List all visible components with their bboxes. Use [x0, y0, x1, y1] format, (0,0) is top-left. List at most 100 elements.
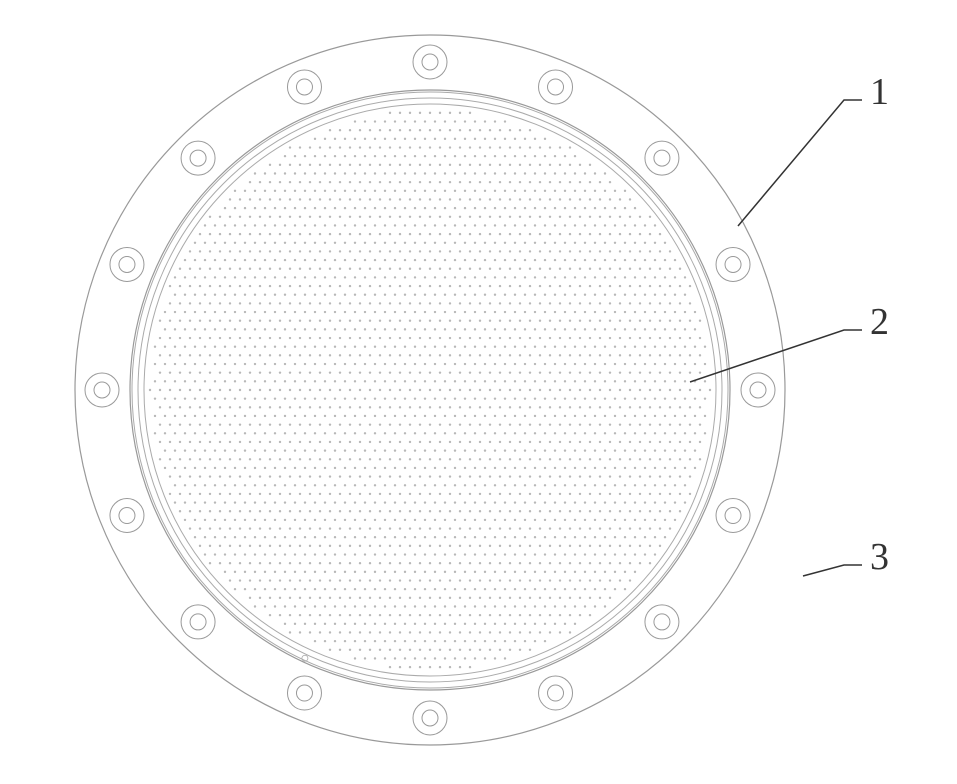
perforation-dot — [194, 519, 196, 521]
perforation-dot — [534, 588, 536, 590]
perforation-dot — [629, 527, 631, 529]
perforation-dot — [589, 320, 591, 322]
perforation-dot — [669, 389, 671, 391]
perforation-dot — [254, 571, 256, 573]
perforation-dot — [369, 545, 371, 547]
perforation-dot — [679, 371, 681, 373]
perforation-dot — [699, 354, 701, 356]
perforation-dot — [529, 406, 531, 408]
perforation-dot — [564, 588, 566, 590]
perforation-dot — [479, 164, 481, 166]
perforation-dot — [389, 337, 391, 339]
perforation-dot — [444, 432, 446, 434]
perforation-dot — [689, 389, 691, 391]
perforation-dot — [289, 475, 291, 477]
perforation-dot — [624, 397, 626, 399]
perforation-dot — [589, 250, 591, 252]
perforation-dot — [424, 224, 426, 226]
perforation-dot — [379, 510, 381, 512]
perforation-dot — [489, 146, 491, 148]
perforation-dot — [244, 449, 246, 451]
perforation-dot — [369, 423, 371, 425]
perforation-dot — [414, 536, 416, 538]
perforation-dot — [289, 164, 291, 166]
perforation-dot — [279, 216, 281, 218]
perforation-dot — [524, 207, 526, 209]
perforation-dot — [654, 224, 656, 226]
perforation-dot — [379, 146, 381, 148]
perforation-dot — [379, 233, 381, 235]
perforation-dot — [364, 484, 366, 486]
perforation-dot — [509, 527, 511, 529]
perforation-dot — [519, 129, 521, 131]
perforation-dot — [514, 571, 516, 573]
perforation-dot — [279, 614, 281, 616]
perforation-dot — [564, 224, 566, 226]
perforation-dot — [604, 328, 606, 330]
perforation-dot — [439, 406, 441, 408]
perforation-dot — [429, 268, 431, 270]
perforation-dot — [469, 233, 471, 235]
perforation-dot — [484, 224, 486, 226]
perforation-dot — [289, 181, 291, 183]
perforation-dot — [269, 337, 271, 339]
perforation-dot — [299, 510, 301, 512]
perforation-dot — [584, 536, 586, 538]
perforation-dot — [544, 432, 546, 434]
perforation-dot — [569, 337, 571, 339]
perforation-dot — [209, 406, 211, 408]
perforation-dot — [299, 631, 301, 633]
bolt-hole-inner — [422, 710, 438, 726]
perforation-dot — [604, 224, 606, 226]
perforation-dot — [534, 432, 536, 434]
perforation-dot — [569, 441, 571, 443]
perforation-dot — [464, 605, 466, 607]
perforation-dot — [519, 337, 521, 339]
perforation-dot — [234, 207, 236, 209]
perforation-dot — [264, 345, 266, 347]
perforation-dot — [329, 354, 331, 356]
perforation-dot — [469, 562, 471, 564]
perforation-dot — [299, 475, 301, 477]
perforation-dot — [429, 216, 431, 218]
perforation-dot — [594, 328, 596, 330]
perforation-dot — [294, 484, 296, 486]
perforation-dot — [259, 562, 261, 564]
perforation-dot — [514, 501, 516, 503]
perforation-dot — [409, 614, 411, 616]
perforation-dot — [234, 449, 236, 451]
perforation-dot — [429, 562, 431, 564]
perforation-dot — [634, 553, 636, 555]
perforation-dot — [694, 328, 696, 330]
perforation-dot — [679, 389, 681, 391]
perforation-dot — [444, 588, 446, 590]
perforation-dot — [329, 337, 331, 339]
perforation-dot — [414, 380, 416, 382]
perforation-dot — [379, 649, 381, 651]
perforation-dot — [224, 415, 226, 417]
perforation-dot — [259, 423, 261, 425]
perforation-dot — [379, 285, 381, 287]
perforation-dot — [679, 510, 681, 512]
perforation-dot — [559, 216, 561, 218]
perforation-dot — [264, 449, 266, 451]
perforation-dot — [459, 320, 461, 322]
perforation-dot — [489, 458, 491, 460]
perforation-dot — [474, 172, 476, 174]
perforation-dot — [444, 484, 446, 486]
perforation-dot — [304, 190, 306, 192]
perforation-dot — [679, 285, 681, 287]
perforation-dot — [299, 458, 301, 460]
perforation-dot — [179, 441, 181, 443]
perforation-dot — [294, 536, 296, 538]
perforation-dot — [304, 276, 306, 278]
perforation-dot — [469, 268, 471, 270]
perforation-dot — [459, 649, 461, 651]
perforation-dot — [589, 389, 591, 391]
perforation-dot — [344, 138, 346, 140]
perforation-dot — [334, 224, 336, 226]
perforation-dot — [429, 285, 431, 287]
perforation-dot — [509, 250, 511, 252]
perforation-dot — [389, 475, 391, 477]
perforation-dot — [264, 276, 266, 278]
